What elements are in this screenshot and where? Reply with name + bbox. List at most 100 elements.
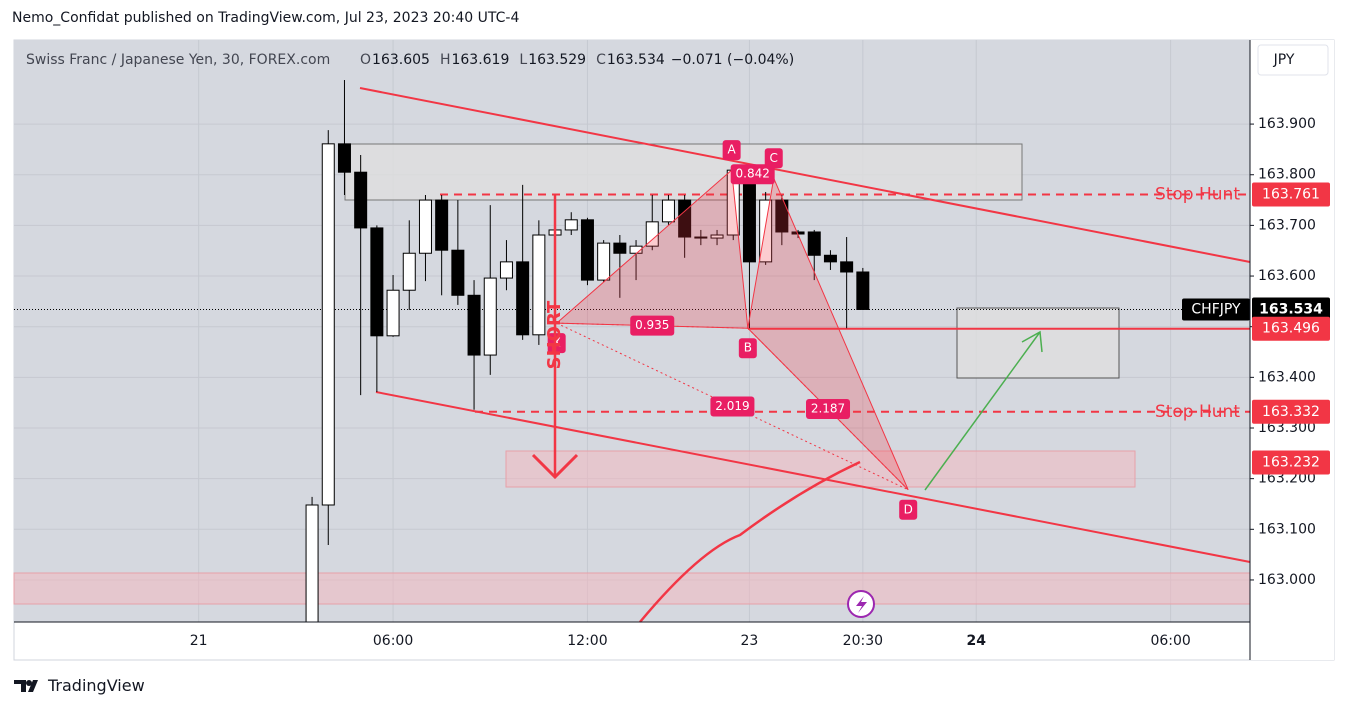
price-tag: [1252, 399, 1330, 424]
candle-body: [467, 294, 481, 356]
point-label: A: [728, 143, 737, 157]
candle-body: [694, 236, 708, 239]
ratio-box: [806, 399, 851, 420]
y-tick-label: 163.800: [1258, 167, 1316, 183]
x-tick-label: 23: [741, 633, 759, 649]
ratio-box: [630, 315, 675, 336]
zone-box: [344, 143, 1023, 201]
ohlc-value: 163.605: [372, 52, 430, 68]
ohlc-key: H: [440, 52, 451, 68]
candle-body: [807, 231, 821, 256]
price-tag-value: 163.332: [1262, 404, 1320, 420]
level-label: Stop Hunt: [1155, 184, 1240, 204]
logo: [14, 679, 38, 692]
price-tag: [1252, 450, 1330, 475]
short-arrow-head: [531, 453, 579, 480]
y-tick-label: 163.100: [1258, 521, 1316, 537]
curve: [639, 460, 861, 623]
footer: TradingView: [14, 676, 145, 695]
trend-line: [359, 87, 1251, 263]
point-box: [764, 148, 783, 169]
demand-zone: [505, 450, 1136, 488]
ratio-box: [730, 164, 775, 185]
x-tick-label: 06:00: [373, 633, 413, 649]
y-tick-label: 163.600: [1258, 268, 1316, 284]
price-tag-value: 163.761: [1262, 186, 1320, 202]
candle-body: [564, 219, 578, 231]
point-label: B: [744, 341, 752, 355]
point-label: X: [553, 336, 561, 350]
candle-body: [402, 252, 416, 291]
currency: JPY: [1273, 52, 1295, 68]
candle-body: [661, 199, 675, 223]
x-tick-label: 06:00: [1150, 633, 1190, 649]
y-tick-label: 163.300: [1258, 420, 1316, 436]
y-tick-label: 163.700: [1258, 217, 1316, 233]
candle-body: [759, 199, 773, 263]
x-tick-label: 24: [966, 633, 986, 649]
candle-body: [710, 234, 724, 239]
trend-line: [375, 391, 1251, 563]
point-box: [899, 499, 918, 520]
ratio-label: 0.935: [635, 318, 669, 332]
candle-body: [435, 199, 449, 251]
price-axis: [1250, 40, 1334, 660]
candle-body: [386, 289, 400, 337]
candle-body: [418, 199, 432, 254]
candle-body: [597, 242, 611, 281]
point-box: [547, 333, 566, 354]
price-tag: [1252, 182, 1330, 207]
candle-body: [775, 199, 789, 233]
candle-body: [856, 271, 870, 310]
level-label: Stop Hunt: [1155, 402, 1240, 422]
publish-header: Nemo_Confidat published on TradingView.c…: [12, 10, 520, 26]
candle-body: [499, 261, 513, 279]
change: −0.071 (−0.04%): [671, 52, 794, 68]
ticker-tag: [1182, 298, 1250, 321]
candle-body: [516, 261, 530, 336]
point-box: [738, 338, 757, 359]
symbol: Swiss Franc / Japanese Yen, 30, FOREX.co…: [26, 52, 330, 68]
currency-button[interactable]: [1257, 44, 1329, 76]
candle-body: [840, 261, 854, 273]
ohlc-value: 163.529: [528, 52, 586, 68]
y-tick-label: 163.200: [1258, 471, 1316, 487]
x-tick-label: 21: [190, 633, 208, 649]
ticker: CHFJPY: [1191, 301, 1241, 317]
y-tick-label: 163.900: [1258, 116, 1316, 132]
candle-body: [451, 249, 465, 296]
support-zone: [13, 572, 1251, 605]
price-tag: [1252, 316, 1330, 341]
arrow: [924, 331, 1041, 491]
ohlc-key: O: [360, 52, 371, 68]
ratio-label: 2.019: [715, 399, 749, 413]
candle-body: [337, 143, 351, 173]
price-tag-value: 163.496: [1262, 321, 1320, 337]
point-box: [722, 140, 741, 161]
candle-body: [678, 199, 692, 238]
target-box: [956, 307, 1120, 379]
ohlc-key: L: [519, 52, 527, 68]
candle-body: [305, 504, 319, 623]
candle-body: [613, 242, 627, 254]
y-tick-label: 163.400: [1258, 369, 1316, 385]
y-tick-label: 163.000: [1258, 572, 1316, 588]
arrow-head: [1021, 330, 1043, 353]
candle-body: [580, 219, 594, 281]
price-tag-value: 163.534: [1259, 301, 1323, 317]
ohlc-value: 163.619: [451, 52, 509, 68]
x-tick-label: 20:30: [843, 633, 883, 649]
ratio-box: [710, 396, 755, 417]
price-tag-value: 163.232: [1262, 454, 1320, 470]
candle-body: [321, 143, 335, 506]
point-label: C: [770, 151, 778, 165]
candle-body: [532, 234, 546, 336]
ohlc-value: 163.534: [607, 52, 665, 68]
candle-body: [354, 171, 368, 229]
x-tick-label: 12:00: [567, 633, 607, 649]
event-bolt: [856, 596, 867, 613]
point-label: D: [904, 502, 913, 516]
candle-body: [370, 227, 384, 337]
